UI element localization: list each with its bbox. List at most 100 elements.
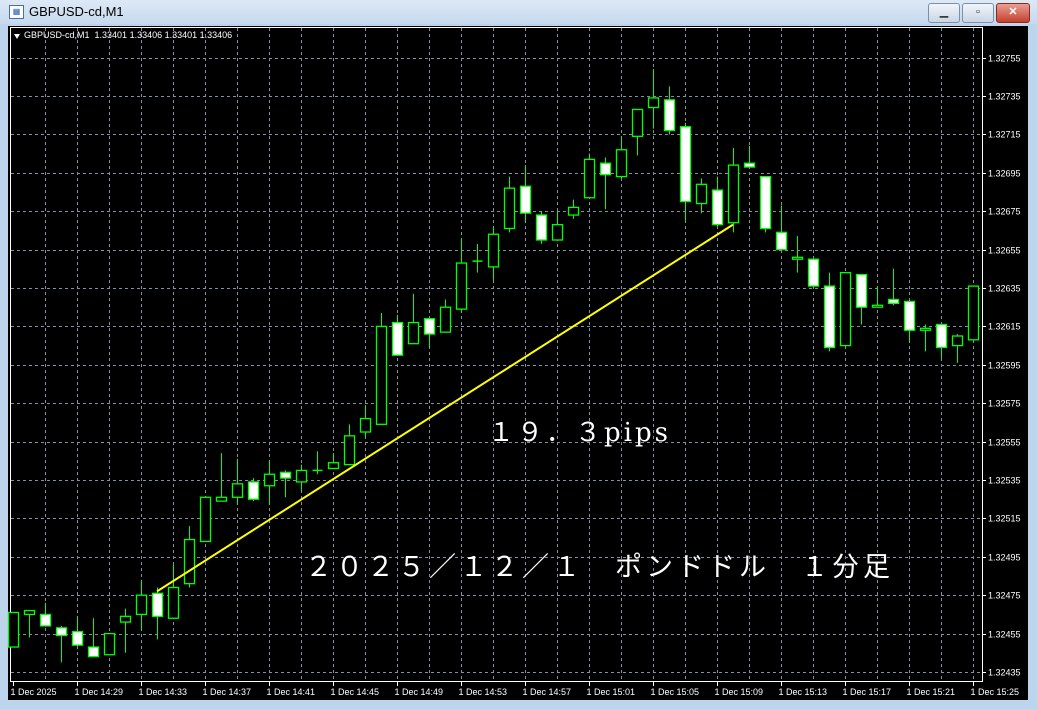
candle[interactable] [439,299,452,333]
candle[interactable] [599,157,612,210]
candle[interactable] [7,611,20,648]
candle-body-bear [855,273,868,308]
candle-body-bear [759,175,772,230]
candle[interactable] [935,323,948,360]
candle[interactable] [151,587,164,640]
x-tick-label: 1 Dec 14:49 [395,687,444,697]
plot-frame [10,27,983,682]
candle[interactable] [695,178,708,214]
candle[interactable] [823,272,836,352]
candle-body-bull [327,462,340,470]
candle[interactable] [487,226,500,281]
candle[interactable] [631,108,644,156]
y-tick-label: 1.32495 [988,553,1021,563]
candle[interactable] [663,86,676,135]
candle-body-bear [887,298,900,305]
candle-body-bull [791,256,804,260]
candle[interactable] [855,273,868,325]
candle[interactable] [583,153,596,199]
candle[interactable] [472,243,483,273]
y-tick-label: 1.32615 [988,322,1021,332]
candle[interactable] [871,286,884,308]
candle-body-bull [7,611,20,648]
candle[interactable] [263,460,276,505]
x-tick-label: 1 Dec 14:37 [203,687,252,697]
y-tick-label: 1.32535 [988,476,1021,486]
candle[interactable] [375,312,388,425]
candle-body-bull [135,594,148,616]
candle[interactable] [87,618,100,658]
restore-button[interactable]: ▫ [962,3,994,23]
candle[interactable] [135,579,148,630]
x-tick-label: 1 Dec 14:29 [75,687,124,697]
candle[interactable] [23,609,36,638]
candle[interactable] [327,453,340,470]
candle[interactable] [183,526,196,588]
candle[interactable] [743,145,756,168]
x-tick-label: 1 Dec 14:45 [331,687,380,697]
candle[interactable] [455,238,468,313]
candle-body-bull [103,632,116,656]
candle-body-bull [215,496,228,502]
x-tick-label: 1 Dec 15:01 [587,687,636,697]
candle[interactable] [312,451,323,475]
candle-body-bear [55,627,68,637]
candle[interactable] [391,314,404,356]
window-title-bar[interactable]: ▦ GBPUSD-cd,M1 ▁ ▫ ✕ [0,0,1037,24]
header-symbol: GBPUSD-cd,M1 [24,30,90,40]
candle[interactable] [167,564,180,619]
candle[interactable] [951,334,964,363]
candle[interactable] [551,211,564,241]
candle-body-bull [119,615,132,623]
candle[interactable] [711,176,724,227]
candle[interactable] [39,602,52,627]
candle[interactable] [503,176,516,233]
y-tick-label: 1.32675 [988,207,1021,217]
candle[interactable] [359,405,372,438]
candle[interactable] [103,632,116,656]
candle[interactable] [279,470,292,498]
minimize-button[interactable]: ▁ [928,3,960,23]
candle[interactable] [247,478,260,502]
candle[interactable] [119,608,132,653]
candle[interactable] [215,453,228,502]
candle[interactable] [519,165,532,223]
candle-body-bear [535,214,548,241]
candle[interactable] [807,258,820,288]
candle[interactable] [919,324,932,352]
candle[interactable] [615,136,628,179]
candle[interactable] [727,147,740,233]
candle[interactable] [679,122,692,221]
candle[interactable] [423,318,436,348]
candle[interactable] [839,271,852,348]
candle[interactable] [791,236,804,273]
collapse-triangle-icon[interactable] [14,34,20,39]
candle[interactable] [759,175,772,233]
candle[interactable] [55,625,68,663]
close-button[interactable]: ✕ [996,3,1030,23]
candle-body-bear [39,613,52,627]
candle[interactable] [71,616,84,648]
candle-body-bull [551,223,564,241]
candle-body-bull [295,469,308,483]
candle-body-bull [647,97,660,109]
candle[interactable] [775,205,788,251]
candle-body-bull [615,149,628,178]
trendline[interactable] [156,223,734,593]
candle[interactable] [407,293,420,345]
candle[interactable] [343,424,356,466]
candle[interactable] [535,211,548,244]
candle-body-bull [455,262,468,310]
candle[interactable] [199,496,212,543]
candle[interactable] [903,300,916,342]
candle-body-bull [631,108,644,137]
candle-body-bull [359,417,372,433]
candle[interactable] [967,285,980,341]
x-tick-label: 1 Dec 2025 [11,687,57,697]
candle[interactable] [887,268,900,306]
candle[interactable] [567,199,580,219]
candle[interactable] [231,458,244,505]
candle[interactable] [295,464,308,492]
candle[interactable] [647,69,660,129]
